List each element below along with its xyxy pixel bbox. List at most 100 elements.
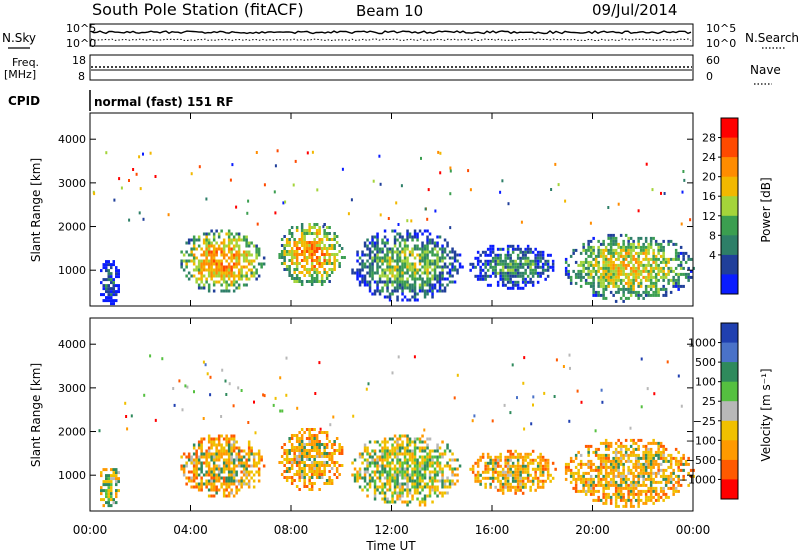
echo-cell xyxy=(501,274,505,278)
echo-cell xyxy=(356,268,359,272)
colorbar-segment xyxy=(721,381,738,402)
echo-cell xyxy=(212,256,216,260)
echo-cell xyxy=(305,244,309,247)
echo-cell xyxy=(100,498,103,502)
echo-cell xyxy=(627,471,630,475)
echo-cell xyxy=(247,479,251,483)
echo-cell xyxy=(501,467,505,471)
echo-cell xyxy=(195,461,198,465)
echo-cell xyxy=(242,265,246,269)
echo-cell xyxy=(250,253,253,257)
echo-cell xyxy=(521,286,525,290)
echo-cell xyxy=(252,244,256,248)
sparse-echo xyxy=(135,172,138,176)
echo-cell xyxy=(413,292,417,296)
echo-cell xyxy=(215,241,218,245)
echo-cell xyxy=(504,470,507,474)
sparse-echo xyxy=(569,366,571,370)
echo-cell xyxy=(285,458,289,461)
sparse-echo xyxy=(653,392,656,396)
sparse-echo xyxy=(204,363,207,367)
echo-cell xyxy=(242,473,246,477)
echo-cell xyxy=(662,269,665,273)
sparse-echo xyxy=(193,390,195,394)
echo-cell xyxy=(431,268,434,272)
echo-cell xyxy=(381,268,384,272)
echo-cell xyxy=(652,489,655,493)
echo-cell xyxy=(217,434,221,438)
echo-cell xyxy=(212,458,216,462)
echo-cell xyxy=(667,269,670,273)
echo-cell xyxy=(192,253,196,257)
echo-cell xyxy=(303,473,306,476)
echo-cell xyxy=(215,458,218,462)
echo-cell xyxy=(652,480,655,484)
echo-cell xyxy=(398,235,402,239)
echo-cell xyxy=(180,265,183,269)
echo-cell xyxy=(308,467,311,470)
echo-cell xyxy=(642,290,645,294)
echo-cell xyxy=(363,241,367,245)
echo-cell xyxy=(486,467,490,471)
echo-cell xyxy=(629,483,633,487)
echo-cell xyxy=(589,239,593,243)
echo-cell xyxy=(247,244,251,248)
echo-cell xyxy=(313,268,316,271)
echo-cell xyxy=(313,458,316,461)
echo-cell xyxy=(381,452,384,456)
echo-cell xyxy=(298,280,301,283)
echo-cell xyxy=(637,471,640,475)
velocity-ylabel: Slant Range [km] xyxy=(29,363,43,467)
echo-cell xyxy=(529,271,532,275)
echo-cell xyxy=(524,250,527,254)
echo-cell xyxy=(682,477,685,481)
echo-cell xyxy=(456,479,459,483)
sparse-echo xyxy=(530,422,533,426)
echo-cell xyxy=(599,281,603,285)
echo-cell xyxy=(423,440,427,444)
echo-cell xyxy=(237,482,241,486)
echo-cell xyxy=(476,464,480,468)
echo-cell xyxy=(366,244,369,248)
echo-cell xyxy=(451,467,454,471)
echo-cell xyxy=(381,274,384,278)
colorbar-tick-label: 500 xyxy=(695,356,716,369)
echo-cell xyxy=(245,458,248,462)
echo-cell xyxy=(356,250,359,254)
echo-cell xyxy=(438,277,442,281)
echo-cell xyxy=(396,437,399,441)
sparse-echo xyxy=(154,418,157,422)
echo-cell xyxy=(313,428,316,431)
echo-cell xyxy=(403,256,407,260)
echo-cell xyxy=(232,440,236,444)
echo-cell xyxy=(320,241,324,244)
echo-cell xyxy=(654,492,658,496)
sparse-echo xyxy=(426,217,429,221)
echo-cell xyxy=(406,247,409,251)
echo-cell xyxy=(220,443,223,447)
echo-region xyxy=(180,229,266,293)
echo-cell xyxy=(642,489,645,493)
echo-cell xyxy=(388,247,392,251)
echo-cell xyxy=(333,235,336,238)
echo-cell xyxy=(378,265,382,269)
echo-cell xyxy=(333,259,336,262)
echo-cell xyxy=(200,470,203,474)
echo-cell xyxy=(506,247,510,251)
echo-cell xyxy=(250,476,253,480)
echo-cell xyxy=(300,434,304,437)
echo-cell xyxy=(614,242,618,246)
echo-cell xyxy=(544,277,547,281)
echo-cell xyxy=(499,271,502,275)
echo-cell xyxy=(300,428,304,431)
echo-cell xyxy=(489,262,492,266)
echo-cell xyxy=(669,465,673,469)
echo-cell xyxy=(541,482,545,486)
echo-cell xyxy=(587,444,590,448)
echo-cell xyxy=(227,464,231,468)
echo-cell xyxy=(647,278,650,282)
echo-cell xyxy=(539,461,542,465)
echo-cell xyxy=(516,271,520,275)
echo-cell xyxy=(431,461,434,465)
echo-cell xyxy=(602,263,605,267)
